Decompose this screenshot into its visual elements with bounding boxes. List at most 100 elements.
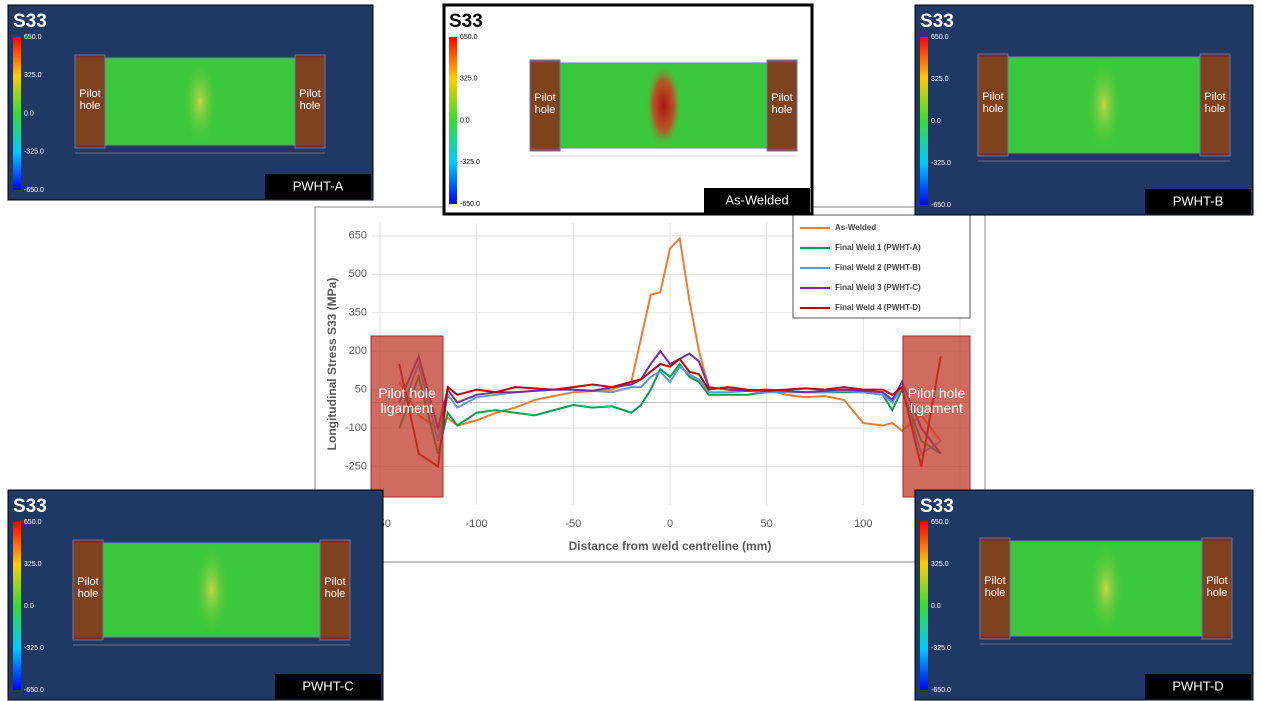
colorbar-label: -325.0 (24, 149, 44, 156)
pilot-hole (979, 537, 1011, 640)
legend-label: Final Weld 1 (PWHT-A) (835, 243, 921, 252)
pilot-hole-label: Pilot hole (982, 91, 1004, 116)
pilot-hole (74, 54, 106, 149)
pilot-hole (766, 59, 798, 152)
colorbar-label: 0.0 (931, 118, 941, 125)
series-line (398, 360, 942, 456)
x-tick-label: -100 (466, 518, 488, 530)
pilot-hole-label: Pilot hole (984, 574, 1006, 599)
x-tick-label: 50 (761, 518, 773, 530)
panel-title: S33 (449, 11, 483, 32)
pilot-hole-label: Pilot hole (77, 576, 99, 601)
legend-label: As-Welded (835, 223, 876, 232)
panel-label: As-Welded (725, 192, 788, 207)
colorbar-label: 325.0 (931, 76, 949, 83)
y-tick-label: 650 (349, 230, 367, 242)
colorbar-label: 650.0 (24, 519, 42, 526)
panel-label: PWHT-C (302, 678, 353, 693)
pilot-hole-label: Pilot hole (1206, 574, 1228, 599)
colorbar-label: -650.0 (931, 202, 951, 209)
legend-box (792, 214, 971, 319)
x-tick-label: -50 (565, 518, 581, 530)
legend-label: Final Weld 2 (PWHT-B) (835, 263, 921, 272)
colorbar (449, 37, 457, 204)
pilot-hole (72, 539, 104, 641)
panel-label: PWHT-A (293, 178, 344, 193)
colorbar-label: 325.0 (460, 76, 478, 83)
panel-label-box (275, 674, 381, 699)
colorbar-label: -650.0 (931, 687, 951, 694)
colorbar-label: 650.0 (460, 34, 478, 41)
panel-label-box (1145, 674, 1251, 699)
y-axis-label: Longitudinal Stress S33 (MPa) (325, 278, 339, 451)
y-tick-label: 50 (355, 384, 367, 396)
colorbar-label: -325.0 (931, 160, 951, 167)
pilot-hole (529, 59, 561, 152)
pilot-hole-label: Pilot hole (534, 91, 556, 116)
colorbar (13, 37, 21, 190)
colorbar-label: 650.0 (24, 34, 42, 41)
panel-label: PWHT-B (1173, 193, 1224, 208)
pilot-hole-label: Pilot hole (1204, 91, 1226, 116)
panel-label-box (265, 174, 371, 199)
colorbar-label: -650.0 (24, 187, 44, 194)
legend-label: Final Weld 3 (PWHT-C) (835, 283, 921, 292)
y-tick-label: -100 (345, 422, 367, 434)
panel-label: PWHT-D (1172, 678, 1223, 693)
pilot-hole (319, 539, 351, 641)
y-tick-label: -250 (345, 460, 367, 472)
colorbar-label: -325.0 (460, 159, 480, 166)
y-tick-label: 350 (349, 307, 367, 319)
colorbar-label: 325.0 (24, 72, 42, 79)
colorbar-label: -650.0 (460, 201, 480, 208)
weld-zone (193, 543, 230, 637)
annotation: Pilot hole ligament (378, 385, 436, 417)
weld-zone (182, 58, 218, 145)
series-line (398, 236, 942, 442)
pilot-hole (977, 53, 1009, 157)
pilot-hole (294, 54, 326, 149)
panel-title: S33 (920, 496, 954, 517)
colorbar-label: -325.0 (24, 645, 44, 652)
weld-zone (1088, 541, 1124, 636)
colorbar-label: 0.0 (24, 603, 34, 610)
colorbar (920, 522, 928, 690)
panel-title: S33 (13, 496, 47, 517)
series-line (398, 349, 942, 455)
series-line (398, 356, 942, 469)
panel-title: S33 (920, 11, 954, 32)
colorbar (13, 522, 21, 690)
pilot-hole-region (370, 335, 444, 498)
colorbar-label: -325.0 (931, 645, 951, 652)
x-tick-label: 0 (667, 518, 673, 530)
colorbar (920, 37, 928, 205)
pilot-hole-region (902, 335, 971, 498)
colorbar-label: -650.0 (24, 687, 44, 694)
pilot-hole-label: Pilot hole (771, 91, 793, 116)
pilot-hole (1201, 537, 1233, 640)
colorbar-label: 0.0 (24, 110, 34, 117)
panel-title: S33 (13, 11, 47, 32)
panel-label-box (1145, 189, 1251, 214)
weld-zone (645, 63, 682, 148)
pilot-hole-label: Pilot hole (324, 576, 346, 601)
y-tick-label: 500 (349, 268, 367, 280)
colorbar-label: 0.0 (460, 117, 470, 124)
colorbar-label: 325.0 (24, 561, 42, 568)
colorbar-label: 325.0 (931, 561, 949, 568)
legend-label: Final Weld 4 (PWHT-D) (835, 303, 921, 312)
annotation: Pilot hole ligament (907, 385, 966, 417)
colorbar-label: 0.0 (931, 603, 941, 610)
pilot-hole (1199, 53, 1231, 157)
pilot-hole-label: Pilot hole (79, 87, 101, 112)
pilot-hole-label: Pilot hole (299, 87, 321, 112)
colorbar-label: 650.0 (931, 34, 949, 41)
panel-label-box (704, 188, 810, 213)
x-axis-label: Distance from weld centreline (mm) (569, 539, 772, 553)
colorbar-label: 650.0 (931, 519, 949, 526)
y-tick-label: 200 (349, 345, 367, 357)
x-tick-label: 100 (854, 518, 872, 530)
weld-zone (1086, 57, 1122, 153)
